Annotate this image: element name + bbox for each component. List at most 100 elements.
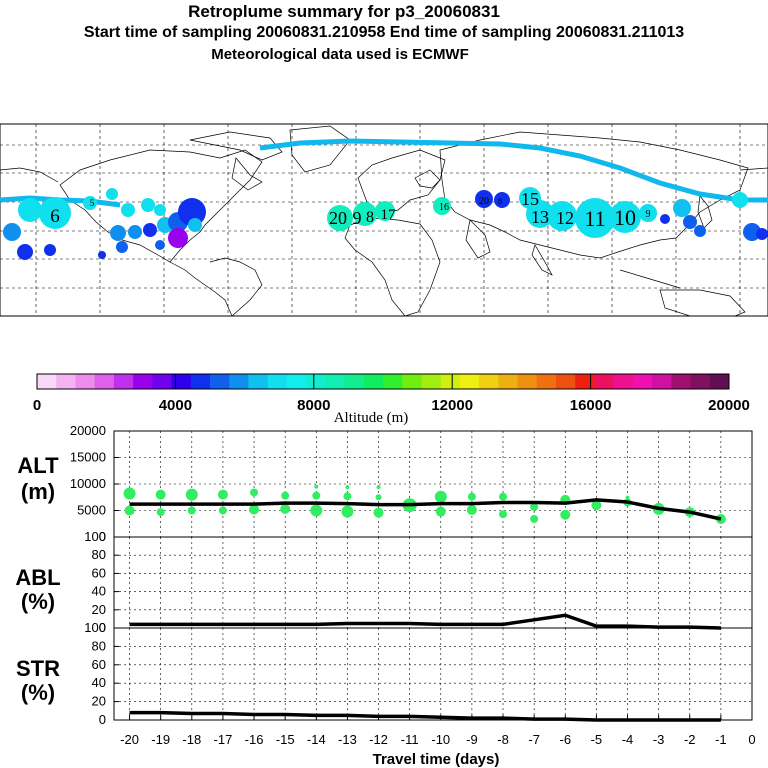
alt-scatter-point <box>408 486 411 489</box>
colorbar-swatch <box>594 374 615 389</box>
x-tick-label: -3 <box>653 732 665 747</box>
plume-marker <box>3 223 21 241</box>
y-tick-label: 100 <box>84 620 106 635</box>
colorbar-tick-label: 12000 <box>431 397 473 414</box>
plume-marker <box>188 218 202 232</box>
x-tick-label: -16 <box>245 732 264 747</box>
chart-panels: 20000150001000050000ALT(m)100806040200AB… <box>15 423 755 747</box>
trajectory-path <box>259 138 768 203</box>
plume-marker <box>154 204 166 216</box>
plume-day-label: 8 <box>498 197 502 206</box>
alt-scatter-point <box>376 485 381 490</box>
panel-label: ALT <box>17 453 59 478</box>
x-tick-label: -9 <box>466 732 478 747</box>
panel-abl: 100 80 60 40 20 0 ABL(%) <box>15 529 753 635</box>
panel-unit: (%) <box>21 589 55 614</box>
colorbar-tick-label: 20000 <box>708 397 750 414</box>
colorbar-swatch <box>94 374 115 389</box>
alt-scatter-point <box>250 488 259 497</box>
colorbar-title: Altitude (m) <box>334 410 409 426</box>
y-tick-label: 20 <box>92 694 106 709</box>
alt-scatter-point <box>434 490 447 503</box>
colorbar-swatch <box>671 374 692 389</box>
alt-scatter-point <box>217 489 228 500</box>
x-axis-label: Travel time (days) <box>373 751 500 768</box>
colorbar-swatch <box>306 374 326 389</box>
colorbar-tick-label: 4000 <box>159 397 192 414</box>
alt-scatter-point <box>467 492 476 501</box>
plume-day-label: 13 <box>531 207 549 227</box>
plume-marker <box>526 200 554 228</box>
plume-marker <box>683 215 697 229</box>
colorbar-swatch <box>536 374 557 389</box>
x-tick-label: -14 <box>307 732 326 747</box>
series-line <box>129 613 721 630</box>
colorbar-swatch <box>517 374 538 389</box>
panel-label: STR <box>16 656 60 681</box>
plume-marker <box>39 197 71 229</box>
alt-scatter-point <box>123 487 136 500</box>
colorbar-swatch <box>652 374 672 389</box>
plume-marker <box>83 196 97 210</box>
colorbar-swatch <box>479 374 499 389</box>
y-tick-label: 10000 <box>70 476 106 491</box>
colorbar-swatch <box>37 374 57 389</box>
colorbar-swatch <box>229 374 249 389</box>
plume-day-label: 17 <box>381 207 397 223</box>
colorbar-swatch <box>632 374 653 389</box>
plume-marker <box>375 201 395 221</box>
colorbar-swatch <box>709 374 730 389</box>
plume-marker <box>143 223 157 237</box>
y-tick-label: 0 <box>99 529 106 544</box>
met-data-note: Meteorological data used is ECMWF <box>211 46 469 63</box>
colorbar-swatch <box>498 374 519 389</box>
x-tick-label: 0 <box>748 732 755 747</box>
alt-scatter-point <box>560 509 571 520</box>
colorbar-swatch <box>286 374 307 389</box>
alt-scatter-point <box>249 504 260 515</box>
x-tick-label: -8 <box>497 732 509 747</box>
plume-marker <box>609 201 641 233</box>
colorbar-swatch <box>267 374 288 389</box>
y-tick-label: 40 <box>92 584 106 599</box>
plume-marker <box>98 251 106 259</box>
x-tick-label: -10 <box>431 732 450 747</box>
x-tick-label: -19 <box>151 732 170 747</box>
panel-frame <box>113 536 753 629</box>
alt-scatter-point <box>591 500 602 511</box>
plume-marker <box>732 192 748 208</box>
plume-day-label: 6 <box>50 206 60 227</box>
plume-marker <box>18 198 42 222</box>
alt-scatter-point <box>373 507 384 518</box>
sampling-times: Start time of sampling 20060831.210958 E… <box>83 24 685 41</box>
colorbar-swatch <box>56 374 76 389</box>
plume-day-label: 20 <box>479 196 489 207</box>
plume-marker <box>756 228 768 240</box>
panel-str: 100 80 60 40 20 0 STR(%) <box>16 620 753 727</box>
alt-scatter-point <box>155 489 166 500</box>
y-tick-label: 80 <box>92 547 106 562</box>
plume-day-label: 9 <box>353 208 362 228</box>
colorbar-swatch <box>133 374 153 389</box>
plume-day-label: 11 <box>584 206 605 231</box>
y-tick-label: 15000 <box>70 450 106 465</box>
alt-scatter-point <box>124 505 135 516</box>
plume-marker <box>547 201 577 231</box>
panel-unit: (m) <box>21 479 55 504</box>
colorbar-swatch <box>113 374 134 389</box>
x-tick-label: -13 <box>338 732 357 747</box>
alt-scatter-point <box>314 484 319 489</box>
plume-day-label: 12 <box>556 208 574 228</box>
plume-day-label: 8 <box>366 209 374 226</box>
x-tick-label: -17 <box>214 732 233 747</box>
colorbar-tick-label: 8000 <box>297 397 330 414</box>
plume-marker <box>353 202 377 226</box>
plume-day-label: 10 <box>614 205 636 230</box>
colorbar-swatch <box>75 374 96 389</box>
plume-day-label: 9 <box>646 209 651 220</box>
x-tick-label: -12 <box>369 732 388 747</box>
alt-scatter-point <box>343 492 352 501</box>
colorbar-swatch <box>613 374 634 389</box>
chart-title: Retroplume summary for p3_20060831 <box>188 2 500 21</box>
